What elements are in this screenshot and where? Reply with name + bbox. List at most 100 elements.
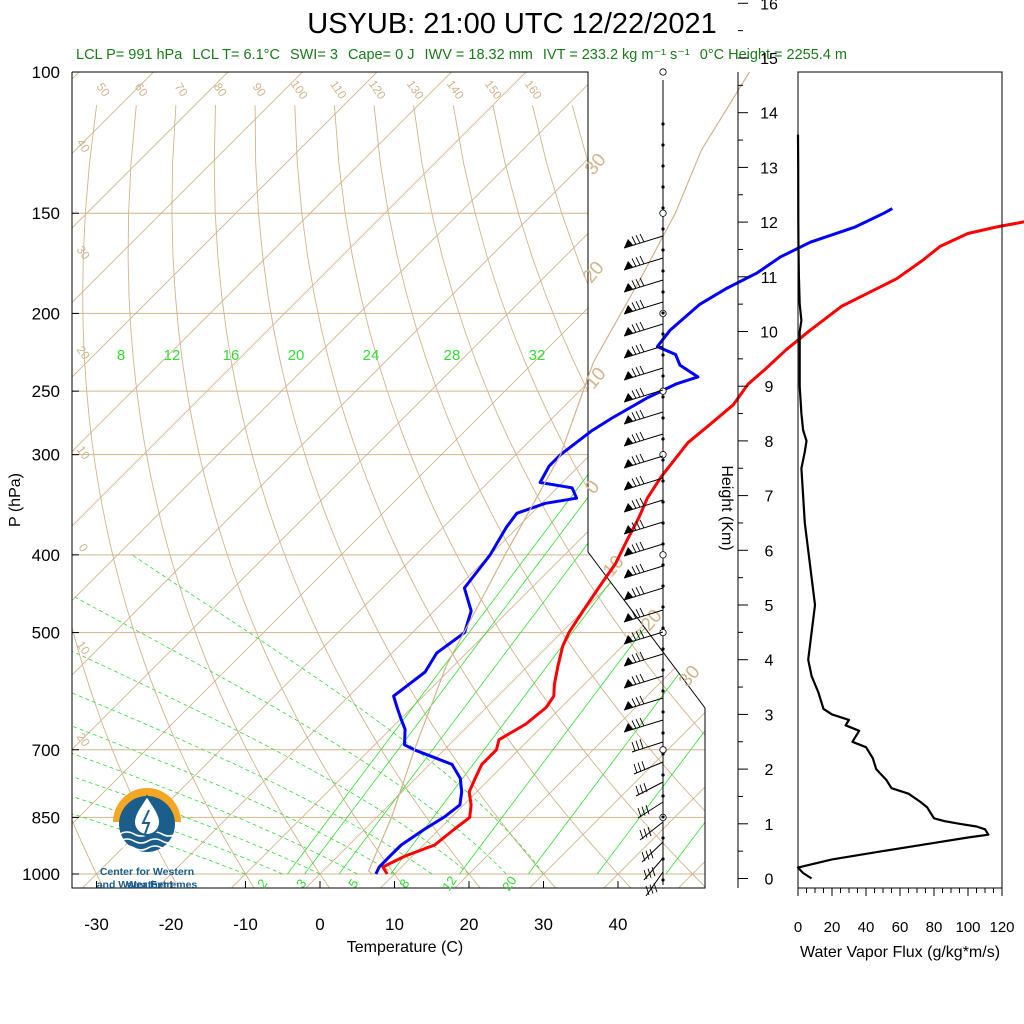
wind-barb-feather [639, 299, 645, 309]
isotherm-line [302, 72, 705, 888]
dry-adiabat-label: 50 [94, 80, 113, 99]
wind-barb-shaft [623, 587, 664, 601]
dry-adiabat [82, 105, 257, 888]
wind-barb [643, 857, 664, 881]
dewpoint-profile [374, 207, 894, 875]
wind-level-dot [661, 206, 665, 210]
temperature-tick-label: -20 [159, 915, 184, 934]
dry-adiabat [532, 105, 705, 888]
height-tick-label: 2 [765, 762, 774, 779]
moist-adiabat [72, 554, 470, 875]
wind-level-dot [661, 815, 665, 819]
wind-barb-feather [635, 300, 641, 310]
parcel-profile [368, 71, 751, 875]
pressure-tick-label: 100 [32, 63, 60, 82]
wind-barb [637, 801, 664, 819]
wind-barb [623, 695, 664, 711]
wind-barb-pennant [624, 591, 633, 600]
wind-barb [635, 781, 664, 797]
wind-level-dot [661, 458, 665, 462]
mixing-ratio-label-bottom: 2 [254, 876, 270, 891]
moist-adiabat [72, 554, 321, 875]
pressure-tick-label: 1000 [22, 865, 60, 884]
wind-barb-feather [631, 698, 637, 707]
pressure-tick-label: 150 [32, 204, 60, 223]
wind-level-marker [659, 209, 667, 217]
wind-level-dot [661, 479, 665, 483]
temperature-tick-label: 40 [609, 915, 628, 934]
isotherm-label-left: 0 [76, 541, 91, 555]
wind-barb-feather [651, 867, 656, 877]
wind-barb-feather [639, 409, 645, 419]
skewt-frame [71, 71, 706, 889]
wind-barb-feather [639, 255, 645, 265]
wind-barb-shaft [631, 741, 664, 753]
wind-level-dot [661, 668, 665, 672]
wind-barb-shaft [635, 781, 664, 797]
wind-barb [623, 431, 664, 447]
wind-barb-shaft [623, 433, 664, 447]
wind-barb-shaft [637, 801, 664, 819]
wind-barb-feather [631, 368, 637, 377]
temperature-tick-label: 20 [460, 915, 479, 934]
dry-adiabat-label: 70 [172, 80, 191, 99]
isotherm-label-right: 20 [579, 258, 609, 288]
wind-barb-shaft [639, 821, 664, 841]
wind-barb-feather [639, 497, 645, 507]
temperature-tick-label: -10 [233, 915, 258, 934]
wind-barb-feather [631, 654, 637, 663]
wind-level-dot [661, 269, 665, 273]
wind-level-dot [661, 311, 665, 315]
isotherm-line [72, 72, 266, 888]
dry-adiabat [889, 105, 1024, 891]
wind-level-dot [661, 605, 665, 609]
height-axis-label: Height (Km) [718, 465, 735, 550]
dry-adiabat [333, 105, 705, 888]
wind-barb [641, 841, 664, 863]
wind-barb [631, 739, 664, 753]
mixing-ratio-label-bottom: 8 [396, 876, 412, 891]
wind-barb-feather [639, 607, 645, 617]
wind-barb-feather [631, 610, 637, 619]
wind-barb-pennant [624, 503, 633, 512]
logo-wave [119, 838, 177, 844]
isotherm-line [72, 72, 705, 888]
swi-value: SWI= 3 [289, 47, 338, 63]
wind-level-dot [661, 374, 665, 378]
logo-sun-arc [113, 788, 181, 822]
wind-barb-shaft [623, 719, 664, 733]
flux-profile [796, 134, 990, 880]
wind-barb-feather [631, 741, 636, 752]
mixing-ratio-line [735, 362, 1024, 874]
wind-level-dot [661, 794, 665, 798]
wind-barb-feather [635, 520, 641, 530]
height-tick-label: 11 [761, 270, 778, 287]
wind-barb [623, 453, 664, 469]
logo-bolt [141, 809, 151, 835]
height-tick-label: 6 [765, 543, 774, 560]
wind-level-dot [661, 773, 665, 777]
isotherm-line [377, 72, 705, 888]
height-tick-label: 7 [765, 489, 774, 506]
wind-barb-shaft [623, 653, 664, 667]
temperature-profile [381, 220, 1024, 875]
wind-barb-feather [631, 324, 637, 333]
wind-barb-feather [641, 806, 646, 816]
wind-barb [623, 255, 664, 271]
height-tick-label: 4 [765, 653, 774, 670]
wind-barb-feather [639, 629, 645, 639]
wind-barb-feather [639, 829, 644, 840]
wind-barb-pennant [624, 415, 633, 424]
wind-barb-feather [635, 674, 641, 684]
wind-barb-pennant [624, 679, 633, 688]
wind-barb-pennant [624, 437, 633, 446]
wind-level-dot [661, 185, 665, 189]
wind-barb-feather [635, 388, 641, 398]
isotherm-line [600, 72, 705, 888]
wind-barb [623, 365, 664, 381]
wind-level-dot [661, 290, 665, 294]
wind-barb-shaft [623, 389, 664, 403]
wind-barb-feather [639, 277, 645, 287]
wind-barb-shaft [623, 257, 664, 271]
